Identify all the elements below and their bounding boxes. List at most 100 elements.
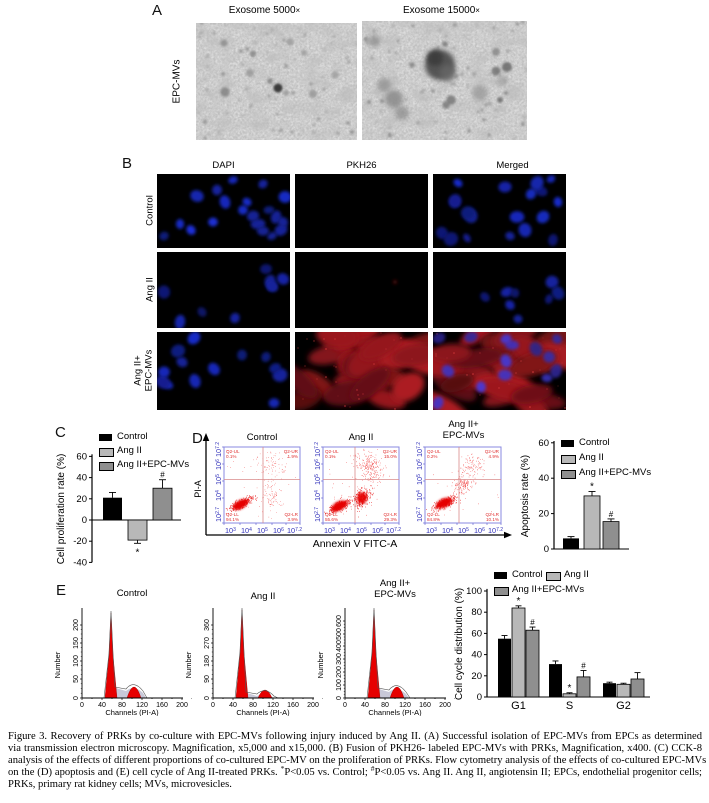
svg-text:0: 0 [211, 702, 215, 709]
svg-text:Number: Number [53, 651, 62, 678]
svg-text:Apoptosis rate (%): Apoptosis rate (%) [520, 455, 531, 537]
svg-text:Q2-UR: Q2-UR [383, 449, 398, 454]
svg-text:40: 40 [98, 702, 106, 709]
svg-text:104: 104 [442, 526, 453, 535]
svg-text:100: 100 [466, 586, 482, 597]
svg-text:104: 104 [241, 526, 252, 535]
svg-text:80: 80 [118, 702, 126, 709]
svg-text:270: 270 [204, 637, 211, 649]
svg-text:80: 80 [381, 702, 389, 709]
svg-text:150: 150 [73, 637, 80, 649]
svg-text:180: 180 [204, 655, 211, 667]
svg-text:Q2-UL: Q2-UL [226, 449, 240, 454]
svg-text:10.1%: 10.1% [486, 517, 499, 522]
svg-text:Q2-UR: Q2-UR [284, 449, 299, 454]
svg-text:*: * [136, 547, 140, 558]
svg-text:106: 106 [372, 526, 383, 535]
svg-text:200: 200 [439, 702, 451, 709]
svg-text:106: 106 [313, 459, 322, 470]
svg-text:103: 103 [225, 526, 236, 535]
svg-text:300: 300 [336, 653, 343, 665]
svg-text:102.7: 102.7 [214, 507, 223, 522]
svg-text:Q2-LL: Q2-LL [427, 512, 440, 517]
svg-text:3.9%: 3.9% [288, 517, 298, 522]
svg-text:G1: G1 [511, 700, 526, 712]
svg-text:120: 120 [267, 702, 279, 709]
svg-text:160: 160 [156, 702, 168, 709]
svg-text:-20: -20 [73, 536, 87, 547]
svg-text:0.1%: 0.1% [325, 454, 335, 459]
svg-text:400: 400 [336, 640, 343, 652]
svg-text:104: 104 [340, 526, 351, 535]
svg-text:*: * [568, 683, 572, 694]
svg-text:107.2: 107.2 [415, 442, 424, 457]
svg-text:200: 200 [73, 619, 80, 631]
svg-text:107.2: 107.2 [488, 526, 503, 535]
svg-text:104: 104 [415, 490, 424, 501]
svg-text:G2: G2 [616, 700, 631, 712]
svg-text:84.8%: 84.8% [427, 517, 440, 522]
svg-text:80: 80 [249, 702, 257, 709]
svg-text:Q2-LR: Q2-LR [284, 512, 298, 517]
svg-text:107.2: 107.2 [287, 526, 302, 535]
svg-text:15.0%: 15.0% [384, 454, 397, 459]
svg-text:120: 120 [136, 702, 148, 709]
svg-text:Channels (PI-A): Channels (PI-A) [236, 708, 290, 716]
svg-text:105: 105 [214, 474, 223, 485]
svg-text:107.2: 107.2 [386, 526, 401, 535]
svg-text:200: 200 [176, 702, 188, 709]
svg-text:Number: Number [184, 651, 193, 678]
svg-text:500: 500 [336, 628, 343, 640]
svg-text:0: 0 [82, 515, 87, 526]
svg-text:0: 0 [204, 696, 211, 700]
svg-text:107.2: 107.2 [214, 442, 223, 457]
svg-text:20: 20 [76, 494, 87, 505]
svg-text:Channels (PI-A): Channels (PI-A) [105, 708, 159, 716]
svg-text:0.2%: 0.2% [427, 454, 437, 459]
svg-text:1.9%: 1.9% [288, 454, 298, 459]
svg-text:0: 0 [80, 702, 84, 709]
svg-text:106: 106 [214, 459, 223, 470]
svg-text:200: 200 [307, 702, 319, 709]
svg-text:40: 40 [76, 473, 87, 484]
svg-text:Channels (PI-A): Channels (PI-A) [368, 708, 422, 716]
svg-text:*: * [590, 482, 594, 493]
svg-text:200: 200 [336, 666, 343, 678]
svg-text:90: 90 [204, 675, 211, 683]
svg-text:80: 80 [471, 607, 482, 618]
svg-text:100: 100 [73, 655, 80, 667]
svg-text:106: 106 [273, 526, 284, 535]
svg-text:105: 105 [313, 474, 322, 485]
svg-text:600: 600 [336, 615, 343, 627]
svg-text:Q2-UL: Q2-UL [325, 449, 339, 454]
svg-text:Q2-LR: Q2-LR [485, 512, 499, 517]
svg-text:0: 0 [336, 696, 343, 700]
svg-text:Number: Number [316, 651, 325, 678]
svg-text:103: 103 [324, 526, 335, 535]
svg-text:20: 20 [471, 671, 482, 682]
svg-text:106: 106 [415, 459, 424, 470]
svg-text:#: # [581, 662, 586, 671]
svg-text:Q2-LR: Q2-LR [383, 512, 397, 517]
svg-text:360: 360 [204, 619, 211, 631]
svg-text:Cell cycle distribution (%): Cell cycle distribution (%) [454, 588, 465, 700]
svg-text:29.3%: 29.3% [384, 517, 397, 522]
svg-text:105: 105 [257, 526, 268, 535]
svg-text:Q2-LL: Q2-LL [226, 512, 239, 517]
svg-text:Q2-LL: Q2-LL [325, 512, 338, 517]
svg-text:50: 50 [73, 675, 80, 683]
svg-text:60: 60 [76, 451, 87, 462]
svg-text:60: 60 [471, 628, 482, 639]
svg-text:60: 60 [538, 438, 549, 449]
svg-text:0: 0 [477, 692, 482, 703]
svg-text:104: 104 [214, 490, 223, 501]
svg-text:102.7: 102.7 [415, 507, 424, 522]
svg-text:0: 0 [73, 696, 80, 700]
svg-text:#: # [160, 471, 165, 480]
svg-text:102.7: 102.7 [313, 507, 322, 522]
svg-text:0: 0 [343, 702, 347, 709]
svg-text:105: 105 [356, 526, 367, 535]
svg-text:Q2-UR: Q2-UR [485, 449, 500, 454]
svg-text:#: # [609, 510, 614, 519]
svg-text:-40: -40 [73, 557, 87, 568]
